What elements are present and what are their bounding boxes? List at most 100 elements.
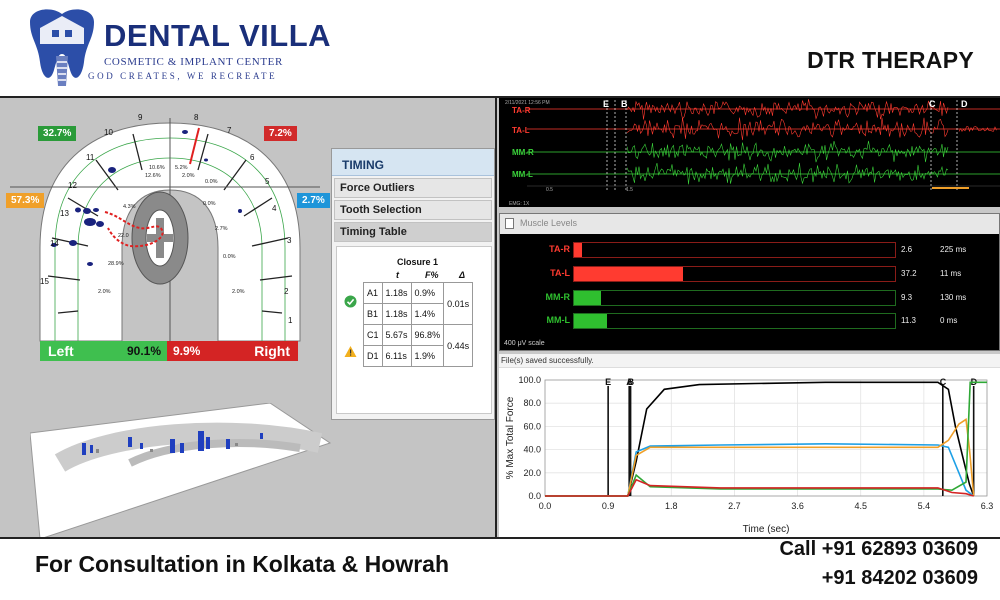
emg-trace-tail (958, 126, 997, 133)
right-value: 9.9% (173, 344, 201, 358)
muscle-scale-label: 400 μV scale (504, 340, 545, 347)
inner-value: 5.2% (175, 165, 188, 171)
inner-value: 0.0% (203, 201, 216, 207)
emg-timestamp: 2/11/2021 12:56 PM (505, 100, 550, 106)
force-3d-view (30, 403, 332, 537)
timing-panel: TIMING Force Outliers Tooth Selection Ti… (331, 148, 495, 420)
phone-number-secondary[interactable]: +91 84202 03609 (821, 567, 978, 589)
inner-value: 2.7% (215, 226, 228, 232)
tooth-number-9: 9 (138, 113, 143, 122)
muscle-row: TA-L 37.2 11 ms (500, 265, 1000, 284)
tooth-number-10: 10 (104, 128, 113, 137)
channel-label-ta-r: TA-R (512, 106, 531, 115)
row-id: D1 (363, 345, 383, 367)
software-collage: 1 2 3 4 5 6 7 8 9 10 11 12 13 14 15 (0, 96, 1000, 539)
emg-marker-c: C (929, 99, 936, 109)
inner-value: 2.0% (232, 289, 245, 295)
emg-trace (626, 162, 949, 185)
muscle-level-track (573, 290, 896, 306)
tooth-number-11: 11 (86, 153, 95, 162)
event-marker-label: B (628, 377, 635, 387)
row-time: 1.18s (381, 303, 412, 325)
left-balance: Left 90.1% (40, 341, 167, 361)
muscle-level-fill (574, 267, 683, 281)
tooth-number-13: 13 (60, 209, 69, 218)
x-tick-label: 1.8 (665, 501, 678, 511)
table-row: B1 1.18s 1.4% (363, 303, 473, 325)
muscle-label: MM-R (545, 292, 571, 302)
phone-number-primary[interactable]: Call +91 62893 03609 (779, 538, 978, 560)
emg-marker-e: E (603, 99, 610, 109)
emg-trace (626, 140, 949, 163)
emg-signal-panel: 2/11/2021 12:56 PM TA-R TA-L MM-R MM-L E… (499, 98, 1000, 210)
emg-scale-label: EMG: 1X (509, 201, 530, 207)
inner-value: 2.0% (182, 173, 195, 179)
tooth-number-8: 8 (194, 113, 199, 122)
right-label: Right (254, 343, 290, 359)
y-tick-label: 80.0 (523, 398, 541, 408)
left-value: 90.1% (126, 344, 161, 358)
consultation-text: For Consultation in Kolkata & Howrah (35, 551, 450, 577)
x-tick-label: 0.0 (539, 501, 552, 511)
tooth-number-12: 12 (68, 181, 77, 190)
force-series-line (545, 381, 975, 497)
brand-tagline: GOD CREATES, WE RECREATE (88, 71, 278, 81)
muscle-levels-panel: Muscle Levels TA-R 2.6 225 ms TA-L 37.2 11 ms… (499, 213, 1000, 351)
tooth-number-14: 14 (50, 239, 59, 248)
timing-table-body: Closure 1 t F% Δ A1 1.18s 0.9 (336, 246, 492, 414)
emg-trace (626, 117, 949, 141)
row-delta: 0.44s (443, 324, 474, 367)
force-series-line (545, 381, 987, 497)
muscle-label: TA-L (550, 268, 570, 278)
y-tick-label: 100.0 (518, 375, 541, 385)
muscle-level-track (573, 313, 896, 329)
force-series-line (545, 478, 974, 497)
emg-trace (626, 99, 949, 120)
y-tick-label: 20.0 (523, 468, 541, 478)
row-id: A1 (363, 282, 383, 304)
muscle-level-track (573, 266, 896, 282)
row-force: 1.4% (410, 303, 445, 325)
row-time: 1.18s (381, 282, 412, 304)
document-icon (505, 218, 514, 229)
tooth-logo-icon (30, 9, 94, 86)
y-tick-label: 0.0 (528, 491, 541, 501)
inner-value: 2.0% (98, 289, 111, 295)
brand-subtitle: COSMETIC & IMPLANT CENTER (104, 56, 283, 68)
brand-name: DENTAL VILLA (104, 18, 332, 53)
x-tick-label: 2.7 (728, 501, 741, 511)
closure-title: Closure 1 (397, 257, 439, 267)
table-row: D1 6.11s 1.9% (363, 345, 473, 367)
row-id: B1 (363, 303, 383, 325)
force-time-chart: 0.0 20.0 40.0 60.0 80.0 100.0 0.0 0.9 1.8 2.7 3.6 4… (499, 368, 1000, 537)
muscle-level-fill (574, 314, 607, 328)
muscle-time: 225 ms (940, 245, 967, 254)
row-time: 5.67s (381, 324, 412, 346)
muscle-level-fill (574, 291, 601, 305)
inner-value: 12.6% (145, 173, 161, 179)
warning-triangle-icon (344, 346, 357, 357)
row-id: C1 (363, 324, 383, 346)
x-tick-label: 6.3 (981, 501, 994, 511)
x-tick-label: 3.6 (791, 501, 804, 511)
emg-tick-label: 0.5 (546, 187, 553, 193)
x-tick-label: 4.5 (854, 501, 867, 511)
row-time: 6.11s (381, 345, 412, 367)
row-delta: 0.01s (443, 282, 474, 325)
emg-traces (527, 99, 1000, 190)
tab-tooth-selection[interactable]: Tooth Selection (334, 200, 492, 220)
muscle-label: MM-L (546, 315, 571, 325)
tooth-number-4: 4 (272, 204, 277, 213)
dental-arch-map: 1 2 3 4 5 6 7 8 9 10 11 12 13 14 15 (10, 113, 320, 342)
tooth-number-1: 1 (288, 316, 293, 325)
event-marker-label: A (626, 377, 633, 387)
tab-force-outliers[interactable]: Force Outliers (334, 178, 492, 198)
header-delta: Δ (459, 270, 466, 280)
tab-timing-table[interactable]: Timing Table (334, 222, 492, 242)
muscle-levels-title: Muscle Levels (520, 218, 578, 228)
inner-value: 28.9% (108, 261, 124, 267)
tooth-number-3: 3 (287, 236, 292, 245)
inner-value: 0.0% (223, 254, 236, 260)
timing-title: TIMING (332, 149, 494, 176)
row-force: 1.9% (410, 345, 445, 367)
